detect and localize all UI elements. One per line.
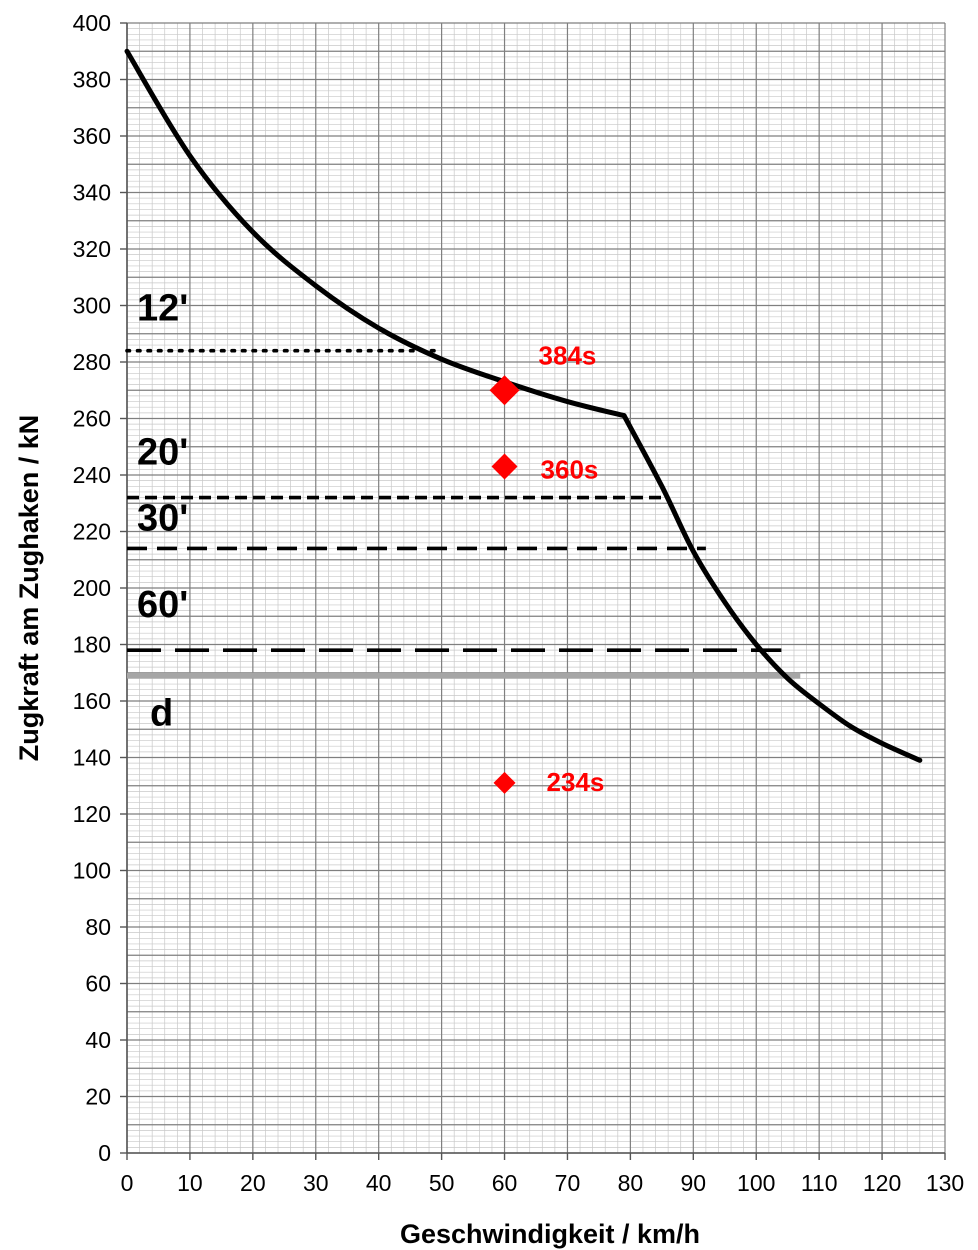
traction-curve-high-speed <box>621 413 923 763</box>
x-tick-labels: 0 10 20 30 40 50 60 70 80 90 100 110 120 130 <box>121 1170 965 1196</box>
ref-line-label: 12' <box>137 288 188 330</box>
data-point-360s <box>491 453 518 480</box>
y-tick-label: 60 <box>85 971 111 997</box>
y-tick-label: 20 <box>85 1084 111 1110</box>
axes <box>120 22 946 1160</box>
x-tick-label: 70 <box>555 1170 581 1196</box>
y-tick-label: 320 <box>73 236 111 262</box>
y-tick-label: 380 <box>73 67 111 93</box>
y-axis-title: Zugkraft am Zughaken / kN <box>14 415 44 762</box>
y-tick-labels: 0 20 40 60 80 100 120 140 160 180 200 220 240 260 280 3… <box>73 10 111 1166</box>
y-tick-label: 80 <box>85 914 111 940</box>
ref-line-label: 20' <box>137 432 188 474</box>
x-tick-label: 100 <box>737 1170 775 1196</box>
data-point-label: 360s <box>541 455 599 485</box>
x-tick-label: 30 <box>303 1170 329 1196</box>
y-tick-label: 220 <box>73 519 111 545</box>
x-tick-label: 120 <box>863 1170 901 1196</box>
x-tick-label: 110 <box>801 1170 838 1196</box>
y-tick-label: 200 <box>73 575 111 601</box>
ref-line-label: 60' <box>137 584 188 626</box>
y-tick-label: 280 <box>73 349 111 375</box>
x-tick-label: 40 <box>366 1170 392 1196</box>
x-axis-title: Geschwindigkeit / km/h <box>400 1219 700 1249</box>
data-point-384s <box>489 375 520 406</box>
y-tick-label: 360 <box>73 123 111 149</box>
grid-major <box>126 22 946 1154</box>
y-tick-label: 340 <box>73 180 111 206</box>
y-tick-label: 400 <box>73 10 111 36</box>
y-tick-label: 0 <box>98 1140 111 1166</box>
x-tick-label: 60 <box>492 1170 518 1196</box>
traction-curve-constant-power <box>124 48 627 419</box>
y-tick-label: 260 <box>73 406 111 432</box>
reference-lines <box>125 348 801 679</box>
data-point-234s <box>493 771 516 794</box>
y-tick-label: 240 <box>73 462 111 488</box>
x-tick-label: 80 <box>618 1170 644 1196</box>
y-tick-label: 160 <box>73 688 111 714</box>
x-tick-label: 10 <box>177 1170 203 1196</box>
line-labels: 12' 20' 30' 60' d <box>137 288 188 735</box>
y-tick-label: 300 <box>73 293 111 319</box>
curve-layer <box>124 48 923 763</box>
x-tick-label: 0 <box>121 1170 134 1196</box>
data-point-label: 234s <box>547 767 605 797</box>
x-tick-label: 130 <box>926 1170 964 1196</box>
data-point-label: 384s <box>539 340 597 370</box>
y-tick-label: 180 <box>73 632 111 658</box>
x-tick-label: 20 <box>240 1170 266 1196</box>
y-tick-label: 120 <box>73 801 111 827</box>
y-tick-label: 140 <box>73 745 111 771</box>
ref-line-label: d <box>150 693 173 735</box>
ref-line-label: 30' <box>137 497 188 539</box>
x-tick-label: 50 <box>429 1170 455 1196</box>
y-tick-label: 40 <box>85 1027 111 1053</box>
data-points: 384s 360s 234s <box>489 340 605 797</box>
x-tick-label: 90 <box>681 1170 707 1196</box>
y-tick-label: 100 <box>73 858 111 884</box>
